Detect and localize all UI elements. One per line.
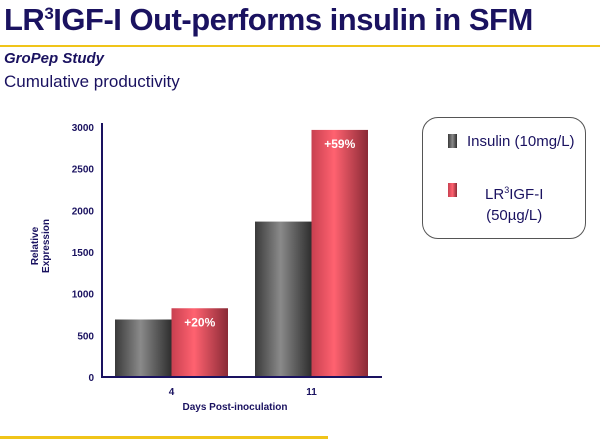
y-axis-label: Relative Expression <box>30 219 52 273</box>
y-tick-label: 1000 <box>72 290 95 301</box>
legend-text: IGF-I <box>509 186 544 203</box>
bar-insulin-day-4 <box>115 319 172 377</box>
slide-title: LR3IGF-I Out-performs insulin in SFM <box>4 2 533 38</box>
x-axis-label: Days Post-inoculation <box>182 402 287 413</box>
bar-lr3igf-day-11 <box>311 129 368 377</box>
y-tick-label: 0 <box>88 373 94 384</box>
legend-label-lr3igf: LR3IGF-I (50µg/L) <box>485 180 543 226</box>
y-axis-label-line: Relative <box>30 226 41 265</box>
bar-annotation: +59% <box>324 137 355 151</box>
x-tick-label: 11 <box>306 387 317 398</box>
legend-swatch-lr3igf <box>448 183 457 197</box>
slide-subtitle: GroPep Study <box>4 50 105 67</box>
bar-lr3igf-day-4 <box>171 308 228 377</box>
chart-legend: Insulin (10mg/L) LR3IGF-I (50µg/L) <box>422 117 586 239</box>
y-tick-label: 2000 <box>72 206 95 217</box>
footer-divider <box>0 436 328 439</box>
legend-superscript: 3 <box>504 185 510 195</box>
y-tick-label: 1500 <box>72 248 95 259</box>
y-tick-label: 2500 <box>72 165 95 176</box>
y-axis-label-line: Expression <box>41 219 52 273</box>
legend-swatch-insulin <box>448 134 457 148</box>
y-tick-label: 3000 <box>72 123 95 134</box>
title-superscript: 3 <box>44 4 54 23</box>
title-part: LR <box>4 2 45 37</box>
title-part: IGF-I Out-performs insulin in SFM <box>53 2 533 37</box>
legend-text: LR <box>485 186 505 203</box>
bar-annotation: +20% <box>184 315 215 329</box>
slide-description: Cumulative productivity <box>4 72 180 91</box>
x-tick-label: 4 <box>169 387 175 398</box>
legend-label-insulin: Insulin (10mg/L) <box>467 133 575 150</box>
title-divider <box>0 45 600 47</box>
y-tick-label: 500 <box>77 331 94 342</box>
legend-text: (50µg/L) <box>486 207 543 224</box>
bar-insulin-day-11 <box>255 221 312 377</box>
